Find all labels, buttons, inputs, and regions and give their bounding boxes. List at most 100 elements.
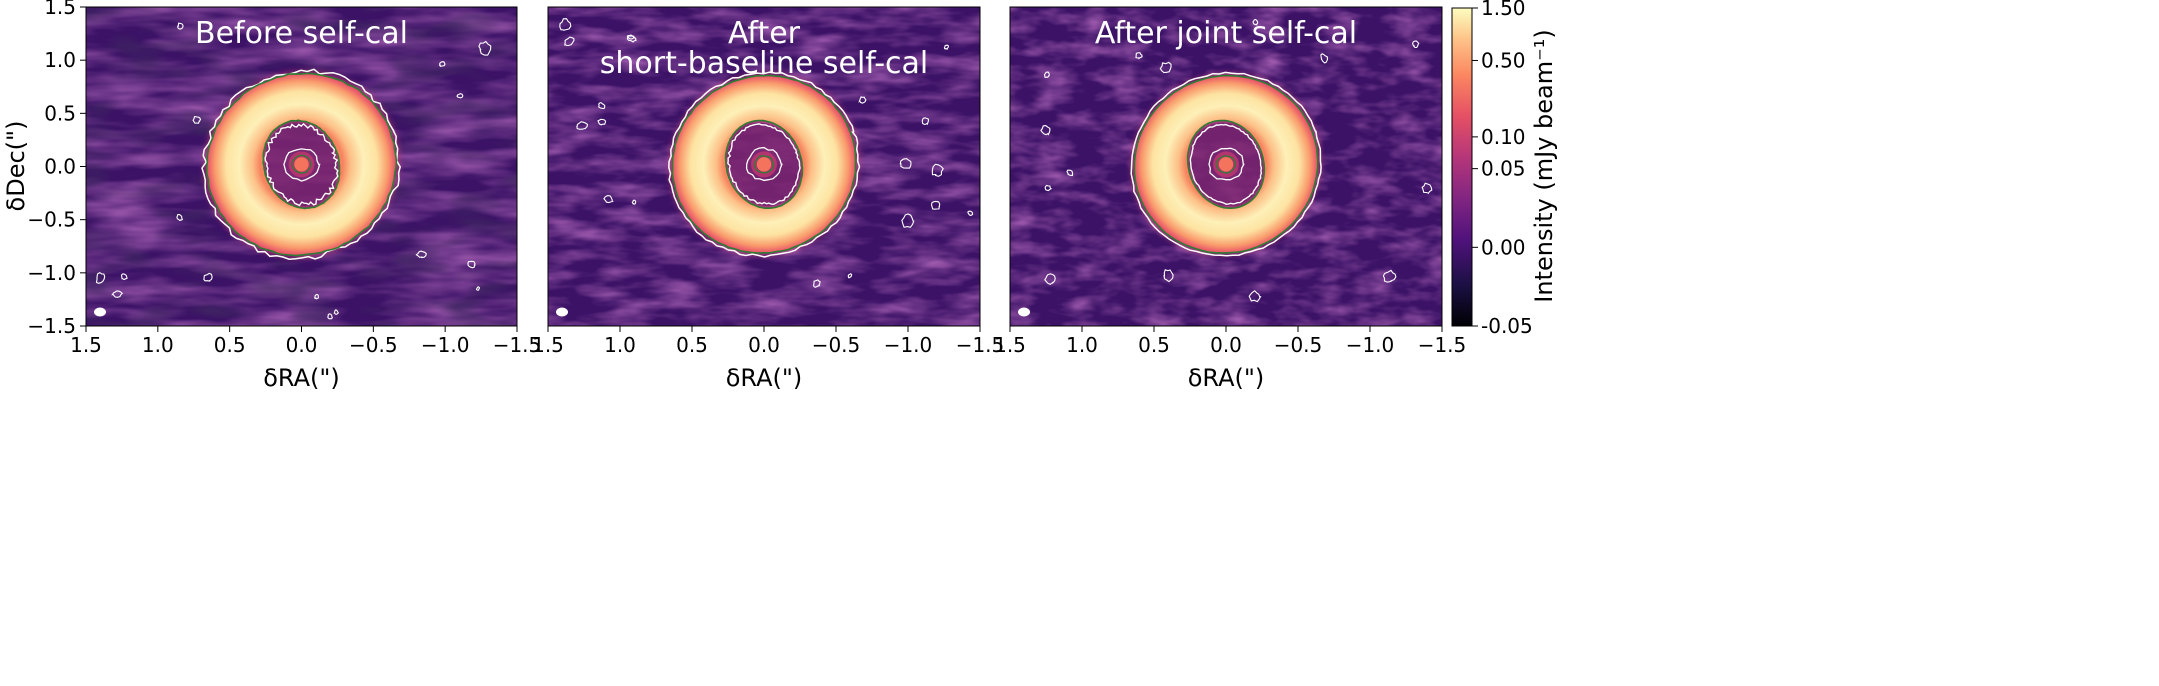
beam-ellipse (94, 307, 106, 317)
colorbar-tick-label: 1.50 (1481, 0, 1526, 20)
panel-1: Before self-cal 1.5 1.0 0.5 0.0 −0.5 −1.0 −1.5 δ… (27, 0, 541, 392)
panel-title: After (728, 16, 801, 51)
contour-center-green (753, 155, 775, 174)
noise-contour (177, 22, 184, 30)
panel-title: After joint self-cal (1095, 16, 1357, 51)
x-tick-label: −1.5 (1418, 333, 1467, 357)
x-tick-label: 0.0 (748, 333, 780, 357)
x-tick-label: −0.5 (349, 333, 398, 357)
noise-contour (901, 213, 915, 228)
contour-outer-green (1133, 74, 1319, 254)
noise-contour (456, 93, 464, 99)
x-tick-label: 0.5 (1138, 333, 1170, 357)
noise-contour (930, 200, 941, 210)
noise-contour (847, 272, 853, 279)
ring-emission (1134, 75, 1318, 254)
y-tick-label: −1.0 (27, 261, 76, 285)
noise-contour (598, 101, 606, 110)
beam-ellipse (1018, 307, 1030, 317)
x-axis-label: δRA(") (1188, 364, 1265, 392)
contour-outer-green (205, 72, 398, 257)
noise-contour (111, 290, 123, 298)
contour-inner-green (724, 119, 804, 209)
central-source (1218, 157, 1234, 172)
noise-contour (559, 18, 572, 31)
noise-contour (921, 117, 930, 126)
noise-contour (1382, 269, 1397, 283)
x-tick-label: −0.5 (812, 333, 861, 357)
y-tick-label: 0.5 (44, 101, 76, 125)
colorbar-tick-label: 0.00 (1481, 235, 1526, 259)
noise-contour (1066, 169, 1074, 177)
panel-title: Before self-cal (195, 16, 408, 51)
noise-contour (415, 250, 427, 259)
contour-inner-white (727, 123, 801, 206)
noise-contour (1159, 61, 1172, 74)
noise-contour (476, 286, 480, 291)
noise-contour (1248, 290, 1262, 303)
noise-contour (899, 158, 912, 169)
noise-contour (478, 40, 492, 56)
contour-inner-white (1189, 123, 1263, 206)
contour-inner-green (262, 119, 341, 210)
colorbar-label: Intensity (mJy beam⁻¹) (1530, 29, 1558, 302)
contour-outer-white (201, 68, 402, 260)
noise-contour (943, 44, 949, 50)
noise-contour (438, 61, 446, 67)
noise-contour (931, 163, 944, 177)
noise-contour (967, 210, 974, 217)
noise-contour (858, 96, 867, 104)
x-tick-label: 0.5 (676, 333, 708, 357)
x-tick-label: 1.5 (532, 333, 564, 357)
x-tick-label: −1.5 (493, 333, 542, 357)
noise-contour (1044, 273, 1056, 286)
x-tick-label: 0.5 (214, 333, 246, 357)
colorbar-tick-label: 0.05 (1481, 157, 1526, 181)
contour-inner-white (264, 122, 339, 207)
colorbar-tick-label: 0.10 (1481, 125, 1526, 149)
noise-contour (1421, 182, 1433, 195)
panel-3: After joint self-cal 1.5 1.0 0.5 0.0 −0.5 −1.0… (994, 6, 1467, 392)
noise-contour (603, 195, 614, 204)
noise-contour (1043, 71, 1050, 79)
central-source (756, 157, 772, 172)
x-tick-label: 0.0 (286, 333, 318, 357)
noise-contour (576, 121, 589, 130)
noise-contour (120, 273, 128, 280)
noise-contour (1044, 184, 1053, 192)
contour-center-white (745, 146, 783, 182)
noise-contour (176, 214, 183, 222)
ring-emission (207, 73, 396, 256)
noise-contour (467, 260, 476, 269)
y-tick-label: 1.5 (44, 0, 76, 19)
x-tick-label: 1.0 (142, 333, 174, 357)
x-tick-label: −1.0 (884, 333, 933, 357)
colorbar-tick-label: -0.05 (1481, 314, 1533, 338)
beam-ellipse (556, 307, 568, 317)
noise-contour (1252, 18, 1259, 26)
x-tick-label: −0.5 (1274, 333, 1323, 357)
x-tick-label: 0.0 (1210, 333, 1242, 357)
contour-inner-green (1186, 119, 1266, 209)
x-axis-label: δRA(") (263, 364, 340, 392)
figure: Before self-cal 1.5 1.0 0.5 0.0 −0.5 −1.0 −1.5 δ… (2, 0, 1558, 392)
image-map (1010, 7, 1442, 326)
ring-emission (672, 75, 856, 254)
noise-contour (1163, 269, 1174, 283)
contour-center-green (291, 154, 312, 174)
noise-contour (1135, 52, 1143, 60)
noise-contour (631, 199, 637, 205)
y-tick-label: 1.0 (44, 48, 76, 72)
x-tick-label: −1.5 (956, 333, 1005, 357)
contour-outer-white (668, 71, 861, 258)
noise-contour (327, 313, 333, 320)
x-tick-label: 1.5 (994, 333, 1026, 357)
colorbar: 1.50 0.50 0.10 0.05 0.00 -0.05 Intensity (mJy… (1451, 0, 1558, 338)
x-tick-label: −1.0 (421, 333, 470, 357)
noise-contour (1412, 40, 1420, 49)
noise-contour (95, 271, 106, 284)
panel-title: short-baseline self-cal (600, 46, 929, 81)
noise-contour (597, 118, 607, 126)
contour-center-green (1215, 155, 1237, 174)
noise-contour (1320, 53, 1329, 64)
